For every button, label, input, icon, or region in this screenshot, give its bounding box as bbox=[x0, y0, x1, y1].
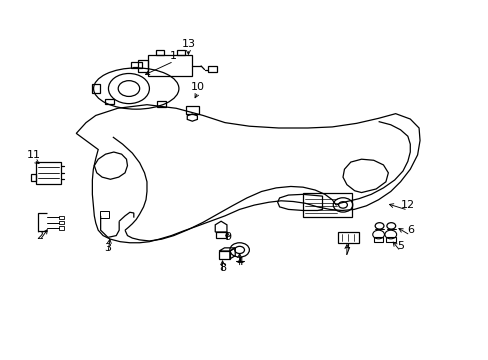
Bar bbox=[59, 226, 64, 230]
Text: 2: 2 bbox=[36, 231, 43, 240]
Bar bbox=[100, 211, 109, 218]
Bar bbox=[207, 66, 216, 72]
Text: 3: 3 bbox=[104, 243, 111, 253]
Bar bbox=[303, 193, 351, 217]
Text: 11: 11 bbox=[27, 150, 41, 160]
Text: 10: 10 bbox=[191, 82, 205, 92]
Text: 6: 6 bbox=[406, 225, 413, 235]
Text: 7: 7 bbox=[343, 247, 350, 257]
Text: 5: 5 bbox=[396, 241, 403, 251]
Text: 1: 1 bbox=[170, 51, 177, 61]
Bar bbox=[385, 237, 395, 242]
Bar bbox=[337, 232, 358, 243]
Text: 12: 12 bbox=[400, 200, 414, 210]
Text: 8: 8 bbox=[219, 263, 225, 273]
Bar bbox=[59, 221, 64, 225]
Text: 13: 13 bbox=[181, 39, 195, 49]
Bar bbox=[148, 55, 192, 76]
Bar bbox=[185, 106, 198, 114]
Bar bbox=[59, 216, 64, 219]
Bar bbox=[219, 251, 229, 259]
Bar bbox=[36, 162, 61, 184]
Text: 4: 4 bbox=[236, 257, 243, 267]
Bar bbox=[216, 232, 225, 238]
Bar bbox=[373, 237, 383, 242]
Text: 9: 9 bbox=[224, 232, 230, 242]
